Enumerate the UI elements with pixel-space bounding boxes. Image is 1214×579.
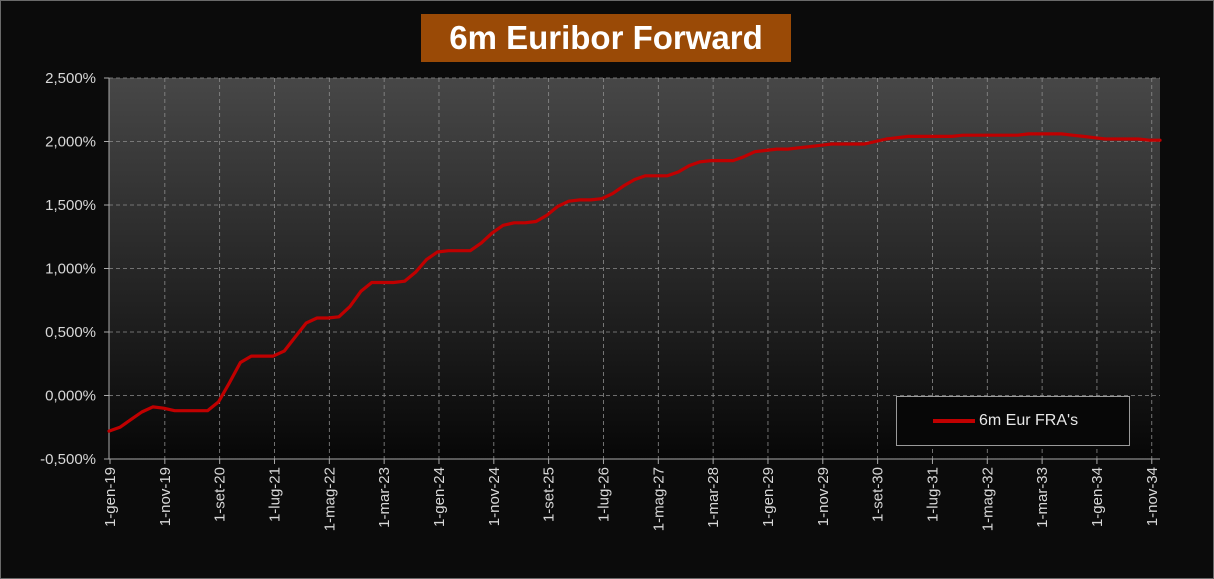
y-tick-label: 2,000% bbox=[45, 134, 96, 151]
legend: 6m Eur FRA's bbox=[896, 396, 1130, 446]
x-tick-label: 1-mag-22 bbox=[321, 467, 338, 531]
gridlines bbox=[109, 77, 1160, 459]
x-tick-label: 1-nov-34 bbox=[1144, 467, 1161, 526]
legend-label: 6m Eur FRA's bbox=[979, 412, 1079, 429]
x-tick-label: 1-mar-33 bbox=[1034, 467, 1051, 528]
x-tick-label: 1-gen-24 bbox=[431, 467, 448, 527]
x-tick-label: 1-lug-26 bbox=[595, 467, 612, 522]
y-tick-label: -0,500% bbox=[40, 451, 96, 468]
series-line-6m-eur-fras bbox=[107, 132, 1162, 433]
x-tick-label: 1-mar-28 bbox=[705, 467, 722, 528]
x-tick-label: 1-mar-23 bbox=[376, 467, 393, 528]
y-tick-label: 1,500% bbox=[45, 197, 96, 214]
x-tick-label: 1-gen-34 bbox=[1089, 467, 1106, 527]
y-tick-label: 1,000% bbox=[45, 261, 96, 278]
y-tick-label: 0,500% bbox=[45, 324, 96, 341]
x-tick-label: 1-gen-29 bbox=[760, 467, 777, 527]
x-tick-label: 1-set-20 bbox=[212, 467, 229, 522]
chart-title: 6m Euribor Forward bbox=[421, 14, 791, 62]
x-tick-label: 1-mag-32 bbox=[979, 467, 996, 531]
x-tick-label: 1-lug-31 bbox=[924, 467, 941, 522]
series-group bbox=[107, 132, 1162, 433]
x-axis-ticks: 1-gen-19 1-nov-19 1-set-20 1-lug-21 1-mag-22… bbox=[102, 459, 1161, 531]
x-tick-label: 1-set-30 bbox=[870, 467, 887, 522]
y-axis-ticks: -0,500% 0,000% 0,500% 1,000% 1,500% 2,000% 2,5… bbox=[40, 70, 109, 468]
legend-swatch bbox=[933, 419, 975, 423]
x-tick-label: 1-nov-29 bbox=[815, 467, 832, 526]
x-tick-label: 1-nov-19 bbox=[157, 467, 174, 526]
x-tick-label: 1-set-25 bbox=[541, 467, 558, 522]
x-tick-label: 1-mag-27 bbox=[650, 467, 667, 531]
x-tick-label: 1-gen-19 bbox=[102, 467, 119, 527]
y-tick-label: 2,500% bbox=[45, 70, 96, 87]
y-tick-label: 0,000% bbox=[45, 388, 96, 405]
x-tick-label: 1-nov-24 bbox=[486, 467, 503, 526]
x-tick-label: 1-lug-21 bbox=[266, 467, 283, 522]
